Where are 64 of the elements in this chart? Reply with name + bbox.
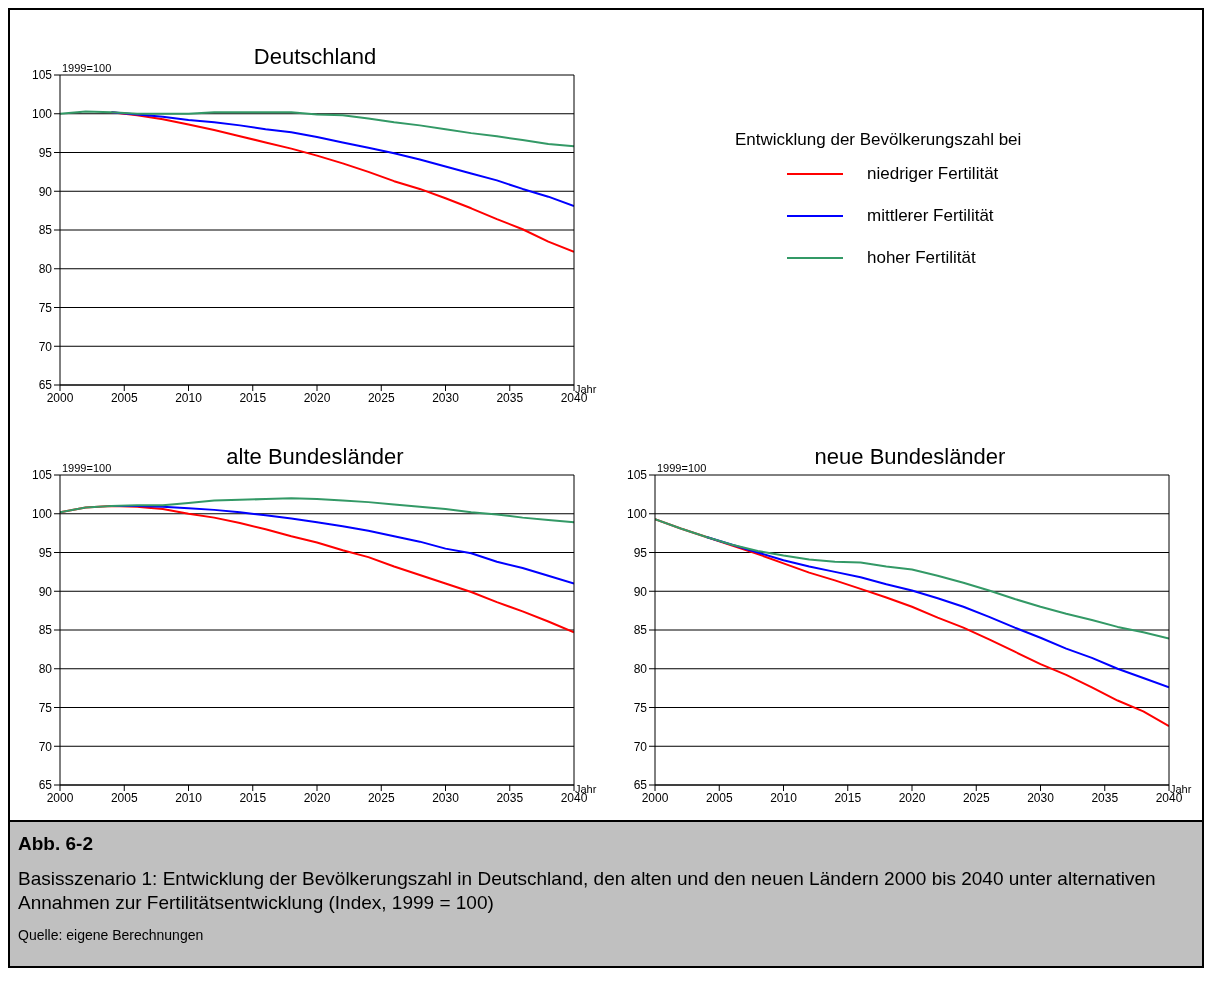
legend-label: hoher Fertilität [867,248,976,268]
y-tick-label: 75 [38,700,53,715]
x-tick-label: 2005 [110,790,138,805]
text: Basisszenario 1: Entwicklung der Bevölkerungszahl in Deutschland, den alten und den neuen Ländern 2000 bis 2040 unter alternativen Annahmen zur Fertilitätsentwicklung (Index, 1999 = 100) [18,866,1157,916]
y-tick-label: 100 [626,507,648,522]
source-note: Quelle: eigene Berechnungen [18,926,205,945]
y-tick-label: 65 [38,378,53,393]
x-tick-label: 2020 [303,390,331,405]
x-tick-label: 2000 [641,790,669,805]
x-tick-label: 2015 [239,390,267,405]
x-tick-label: 2005 [705,790,733,805]
caption: Abb. 6-2 [18,832,94,856]
y-axis-title: 1999=100 [657,462,707,474]
x-tick-label: 2025 [367,390,395,405]
y-tick-label: 65 [633,778,648,793]
x-tick-label: 2025 [367,790,395,805]
x-tick-label: 2030 [432,390,460,405]
x-tick-label: 2030 [1027,790,1055,805]
y-tick-label: 90 [38,584,53,599]
y-axis-title: 1999=100 [62,62,112,74]
y-tick-label: 80 [38,662,53,677]
legend-label: niedriger Fertilität [867,164,999,184]
y-tick-label: 95 [38,545,53,560]
y-tick-label: 75 [38,300,53,315]
x-tick-label: 2015 [239,790,267,805]
y-tick-label: 90 [633,584,648,599]
chart-title: alte Bundesländer [226,444,404,469]
y-tick-label: 65 [38,778,53,793]
x-tick-label: 2020 [303,790,331,805]
chart-title: neue Bundesländer [814,444,1006,469]
x-tick-label: 2010 [175,390,203,405]
y-tick-label: 85 [38,623,53,638]
y-tick-label: 70 [633,739,648,754]
x-tick-label: 2030 [432,790,460,805]
y-tick-label: 75 [633,700,648,715]
x-tick-label: 2000 [46,790,74,805]
y-tick-label: 70 [38,739,53,754]
x-tick-label: 2010 [175,790,203,805]
y-tick-label: 85 [633,623,648,638]
legend-title: Entwicklung der Bevölkerungszahl bei [735,130,1023,150]
y-tick-label: 100 [31,107,53,122]
y-axis-title: 1999=100 [62,462,112,474]
y-tick-label: 70 [38,339,53,354]
x-tick-label: 2035 [496,790,524,805]
legend-label: mittlerer Fertilität [867,206,994,226]
y-tick-label: 95 [633,545,648,560]
x-tick-label: 2005 [110,390,138,405]
y-tick-label: 105 [626,468,648,483]
y-tick-label: 80 [38,262,53,277]
y-tick-label: 105 [31,68,53,83]
x-tick-label: 2035 [496,390,524,405]
y-tick-label: 85 [38,223,53,238]
chart-title: Deutschland [253,44,377,69]
x-tick-label: 2010 [770,790,798,805]
x-tick-label: 2015 [834,790,862,805]
y-tick-label: 105 [31,468,53,483]
x-tick-label: 2020 [898,790,926,805]
x-tick-label: 2025 [962,790,990,805]
y-tick-label: 90 [38,184,53,199]
y-tick-label: 100 [31,507,53,522]
y-tick-label: 95 [38,145,53,160]
x-tick-label: 2000 [46,390,74,405]
y-tick-label: 80 [633,662,648,677]
x-tick-label: 2035 [1091,790,1119,805]
